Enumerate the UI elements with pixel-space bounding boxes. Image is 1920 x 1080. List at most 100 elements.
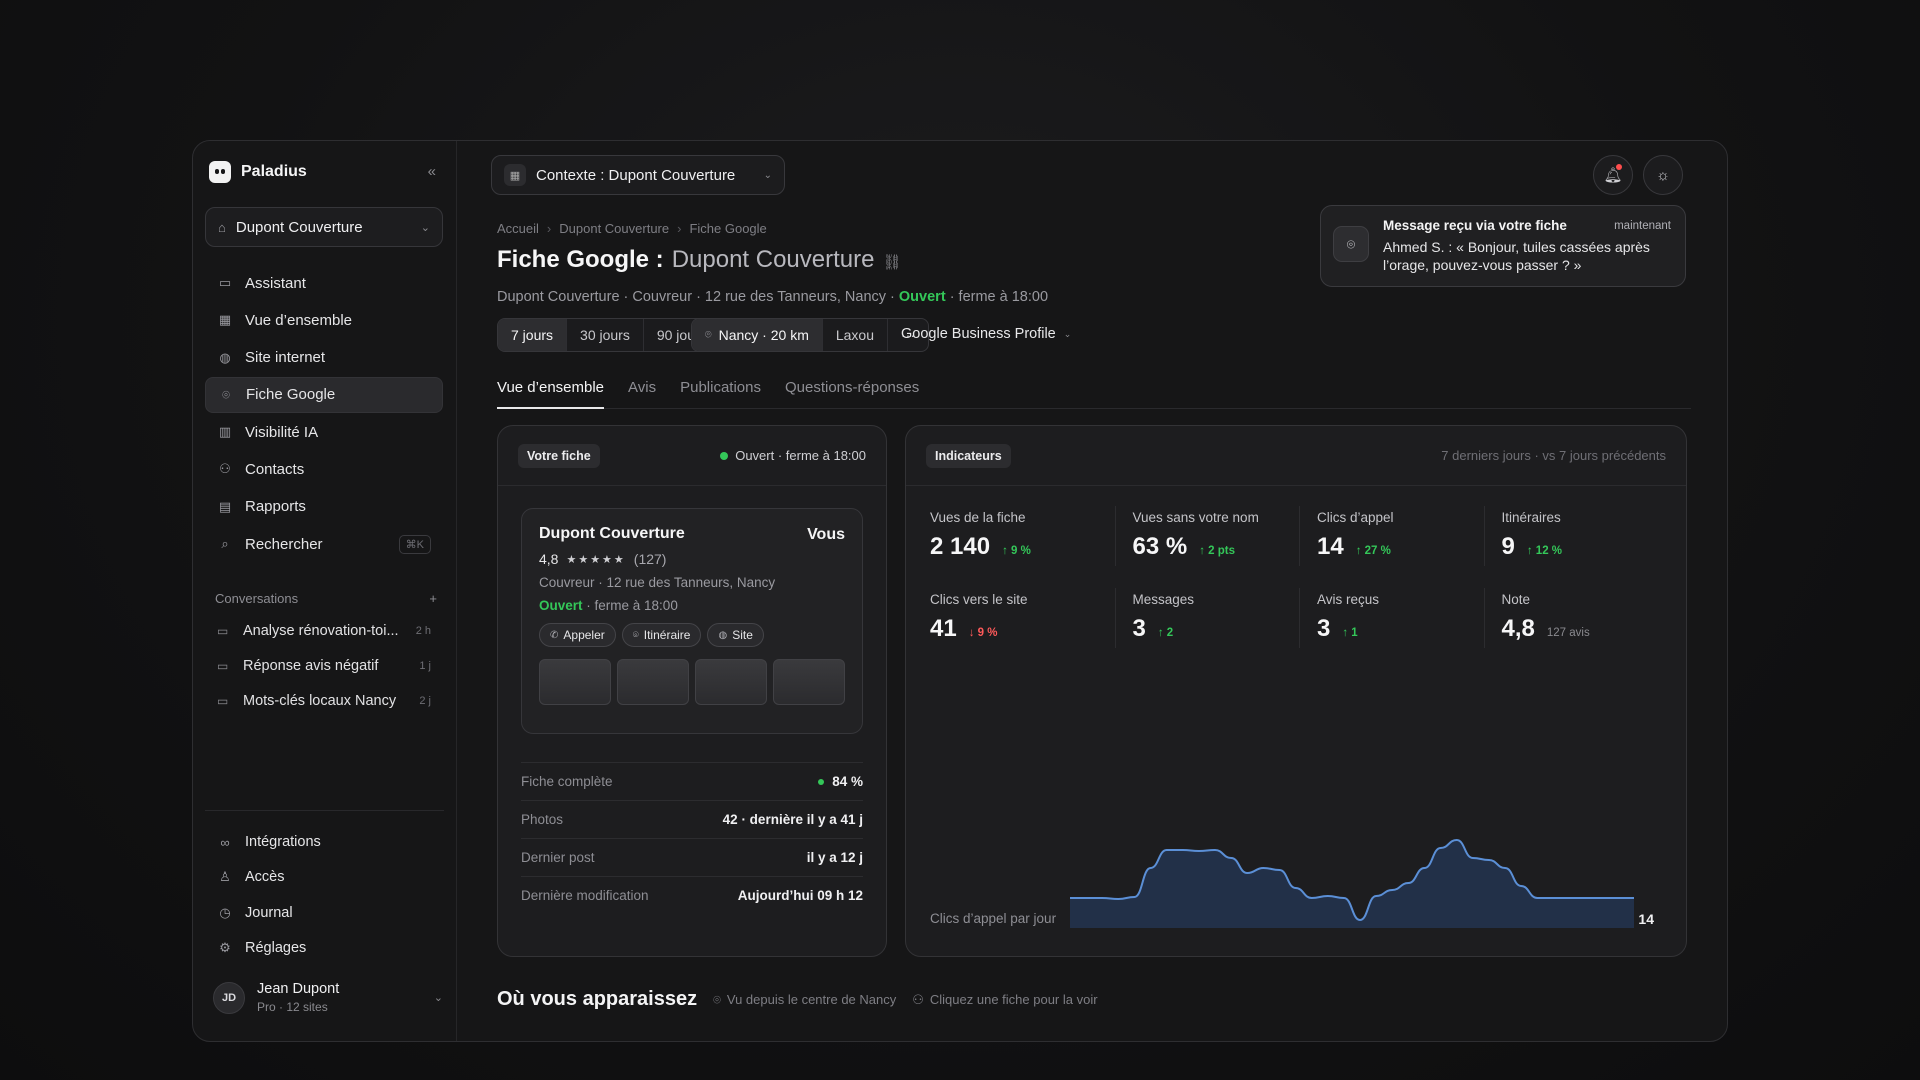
toast-body: Ahmed S. : « Bonjour, tuiles cassées apr…: [1383, 239, 1650, 273]
page-title-sub: Dupont Couverture: [671, 246, 875, 273]
where-note-2: Cliquez une fiche pour la voir: [929, 992, 1098, 1007]
user-menu[interactable]: JD Jean Dupont Pro · 12 sites ⌄: [213, 981, 443, 1014]
calls-sparkline: [1070, 838, 1634, 928]
kpi-row: 3 ↑ 1: [1317, 615, 1484, 643]
location-selector: ⌾ Nancy · 20 km Laxou ···: [691, 318, 930, 352]
website-button[interactable]: ◍ Site: [707, 623, 764, 647]
conversation-item[interactable]: ▭ Réponse avis négatif 1 j: [205, 648, 443, 683]
avatar: JD: [213, 981, 245, 1014]
period-7-days[interactable]: 7 jours: [498, 319, 568, 351]
period-30-days[interactable]: 30 jours: [567, 319, 644, 351]
kpi-cell[interactable]: Messages 3 ↑ 2: [1114, 588, 1300, 648]
review-count: (127): [633, 551, 667, 567]
kpi-cell[interactable]: Clics d’appel 14 ↑ 27 %: [1299, 506, 1484, 566]
more-locations-button[interactable]: ···: [901, 327, 916, 343]
tab-bar: Vue d’ensemble Avis Publications Questio…: [497, 379, 1691, 409]
listing-name: Dupont Couverture: [539, 525, 685, 542]
breadcrumb-item[interactable]: Accueil: [497, 221, 539, 236]
star-rating-icon: ★★★★★: [566, 553, 626, 566]
kpi-cell[interactable]: Note 4,8 127 avis: [1483, 588, 1669, 648]
stat-label: Fiche complète: [521, 774, 613, 789]
page-title: Fiche Google : Dupont Couverture ⛓: [497, 246, 902, 274]
breadcrumb-separator: ›: [546, 221, 552, 236]
indicators-card: Indicateurs 7 derniers jours · vs 7 jour…: [905, 425, 1687, 957]
kpi-value: 3: [1132, 615, 1146, 642]
conversation-item[interactable]: ▭ Analyse rénovation-toi... 2 h: [205, 613, 443, 648]
link-icon[interactable]: ⛓: [882, 254, 902, 271]
location-primary[interactable]: ⌾ Nancy · 20 km: [692, 319, 823, 351]
photo-thumbnail[interactable]: [695, 659, 767, 705]
building-icon: ▦: [504, 164, 526, 186]
kpi-row: 14 ↑ 27 %: [1317, 533, 1484, 561]
theme-toggle-button[interactable]: ☼: [1643, 155, 1683, 195]
tab-overview[interactable]: Vue d’ensemble: [497, 379, 605, 409]
message-toast[interactable]: ⌾ Message reçu via votre fiche maintenan…: [1320, 205, 1686, 287]
context-select[interactable]: ▦ Contexte : Dupont Couverture ⌄: [491, 155, 785, 195]
chat-icon: ▭: [217, 693, 229, 708]
organization-select[interactable]: ⌂ Dupont Couverture ⌄: [205, 207, 443, 247]
sidebar-item-user[interactable]: ♙ Accès: [205, 860, 443, 894]
kpi-row: 9 ↑ 12 %: [1502, 533, 1669, 561]
bar-chart-icon: ▥: [218, 424, 232, 440]
kpi-label: Clics d’appel: [1317, 510, 1394, 525]
kpi-cell[interactable]: Clics vers le site 41 ↓ 9 %: [930, 588, 1115, 648]
sidebar-item-link[interactable]: ∞ Intégrations: [205, 825, 443, 859]
sidebar-item-label: Rapports: [245, 498, 306, 516]
stat-value: Aujourd’hui 09 h 12: [737, 888, 863, 903]
app-window: Paladius « ⌂ Dupont Couverture ⌄ ▭ Assist…: [192, 140, 1728, 1042]
pin-icon: ⌾: [705, 328, 712, 341]
sun-icon: ☼: [1656, 166, 1670, 184]
sidebar-item-chat[interactable]: ▭ Assistant: [205, 265, 443, 301]
tab-posts[interactable]: Publications: [680, 379, 761, 396]
sidebar-item-clock[interactable]: ◷ Journal: [205, 896, 443, 930]
sidebar-item-bar-chart[interactable]: ▥ Visibilité IA: [205, 414, 443, 450]
source-select[interactable]: Google Business Profile ⌄: [901, 326, 1071, 342]
call-button[interactable]: ✆ Appeler: [539, 623, 616, 647]
photo-thumbnail[interactable]: [539, 659, 611, 705]
sidebar-item-report[interactable]: ▤ Rapports: [205, 489, 443, 525]
location-secondary[interactable]: Laxou: [823, 319, 889, 351]
page-title-main: Fiche Google :: [497, 246, 664, 273]
conversation-item[interactable]: ▭ Mots-clés locaux Nancy 2 j: [205, 683, 443, 718]
kpi-cell[interactable]: Avis reçus 3 ↑ 1: [1299, 588, 1484, 648]
add-conversation-button[interactable]: +: [429, 591, 437, 606]
breadcrumb-item[interactable]: Dupont Couverture: [559, 221, 670, 236]
sidebar-item-grid[interactable]: ▦ Vue d’ensemble: [205, 302, 443, 338]
sidebar-item-globe[interactable]: ◍ Site internet: [205, 340, 443, 376]
main-content: ▦ Contexte : Dupont Couverture ⌄ 🔔︎ ☼ ⌾ …: [457, 141, 1727, 1041]
sidebar-item-search[interactable]: ⌕ Rechercher ⌘K: [205, 526, 443, 562]
stat-value: 42 · dernière il y a 41 j: [722, 812, 863, 827]
chat-icon: ▭: [217, 658, 229, 673]
collapse-sidebar-icon[interactable]: «: [427, 163, 436, 180]
kpi-cell[interactable]: Vues sans votre nom 63 % ↑ 2 pts: [1114, 506, 1300, 566]
where-note-click: ⚇ Cliquez une fiche pour la voir: [912, 992, 1097, 1008]
tab-reviews[interactable]: Avis: [628, 379, 657, 396]
sidebar-item-pin[interactable]: ⌾ Fiche Google: [205, 376, 443, 413]
conversation-age: 1 j: [419, 659, 431, 672]
listing-preview[interactable]: Dupont Couverture Vous 4,8 ★★★★★ (127) C…: [521, 508, 863, 734]
chevron-down-icon: ⌄: [420, 221, 430, 234]
conversations-heading: Conversations: [215, 591, 299, 606]
kpi-cell[interactable]: Vues de la fiche 2 140 ↑ 9 %: [930, 506, 1115, 566]
kpi-row: 63 % ↑ 2 pts: [1133, 533, 1300, 561]
brand[interactable]: Paladius: [209, 161, 307, 183]
listing-actions: ✆ Appeler ⌾ Itinéraire ◍ Site: [539, 623, 845, 647]
sparkline-value: 14: [1638, 911, 1654, 927]
kpi-delta: ↑ 12 %: [1526, 545, 1563, 557]
kpi-delta: ↓ 9 %: [968, 627, 998, 639]
photo-thumbnail[interactable]: [773, 659, 845, 705]
sidebar-item-users[interactable]: ⚇ Contacts: [205, 451, 443, 487]
location-primary-label: Nancy · 20 km: [718, 327, 809, 343]
kpi-value: 41: [930, 615, 957, 642]
photo-thumbnail[interactable]: [617, 659, 689, 705]
notifications-button[interactable]: 🔔︎: [1593, 155, 1633, 195]
directions-button[interactable]: ⌾ Itinéraire: [621, 623, 702, 647]
open-status-text: Ouvert · ferme à 18:00: [735, 448, 866, 463]
kpi-cell[interactable]: Itinéraires 9 ↑ 12 %: [1483, 506, 1669, 566]
stat-value-wrap: Aujourd’hui 09 h 12: [738, 888, 863, 903]
tab-qa[interactable]: Questions-réponses: [784, 379, 920, 396]
breadcrumb-separator: ›: [677, 221, 682, 236]
sidebar-item-settings[interactable]: ⚙ Réglages: [205, 931, 443, 965]
sidebar: Paladius « ⌂ Dupont Couverture ⌄ ▭ Assist…: [193, 141, 457, 1041]
pin-icon: ⌾: [1333, 226, 1369, 262]
